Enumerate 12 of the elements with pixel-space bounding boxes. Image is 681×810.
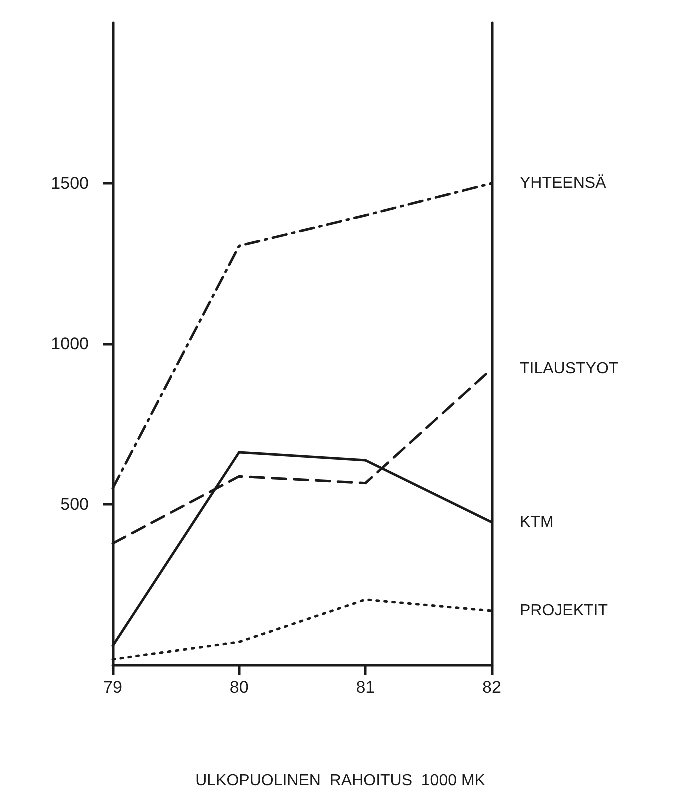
x-tick-label: 80 bbox=[230, 678, 249, 697]
y-tick-label: 1000 bbox=[51, 334, 89, 354]
y-tick-label: 1500 bbox=[51, 174, 89, 193]
series-label: KTM bbox=[520, 514, 554, 531]
x-tick-label: 82 bbox=[482, 678, 502, 697]
x-tick-label: 79 bbox=[104, 678, 122, 697]
y-tick-label: 500 bbox=[60, 495, 89, 514]
text: ULKOPUOLINEN RAHOITUS 1000 MK bbox=[196, 772, 486, 790]
series-label: YHTEENSÄ bbox=[520, 174, 607, 192]
series-label: TILAUSTYOT bbox=[520, 360, 619, 378]
x-tick-label: 81 bbox=[356, 678, 376, 697]
series-label: PROJEKTIT bbox=[520, 602, 608, 620]
